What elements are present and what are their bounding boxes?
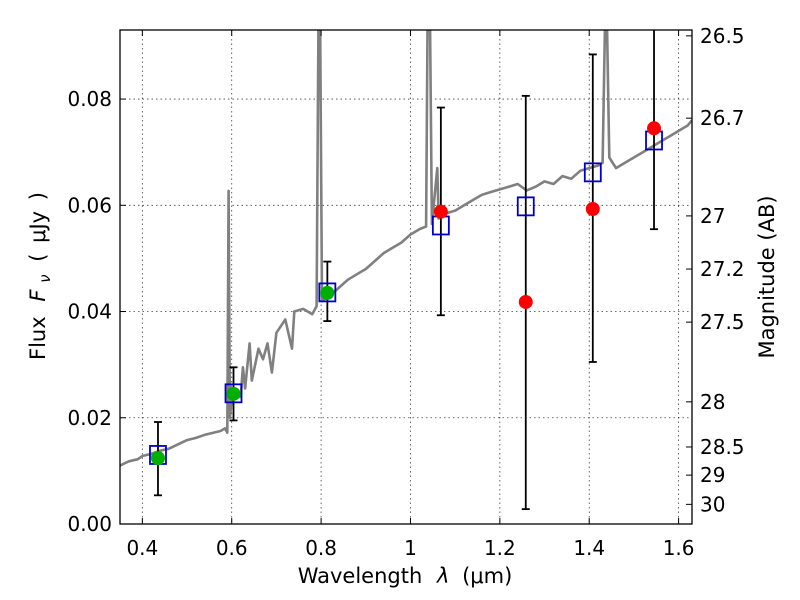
magnitude-tick-label: 29 <box>700 463 725 487</box>
x-tick-label: 0.8 <box>305 536 337 560</box>
secondary-y-axis-label: Magnitude (AB) <box>755 195 779 358</box>
x-tick-label: 0.6 <box>216 536 248 560</box>
model-photometry-square <box>516 196 535 217</box>
observed-flux-point <box>585 202 600 217</box>
points-layer <box>149 121 663 466</box>
y-axis-label-prefix: Flux <box>26 316 50 360</box>
magnitude-tick-label: 27.5 <box>700 310 745 334</box>
y-axis-label-subscript: ν <box>36 274 54 282</box>
magnitude-tick-label: 28.5 <box>700 435 745 459</box>
magnitude-tick-label: 30 <box>700 492 725 516</box>
model-spectrum-line <box>120 30 692 467</box>
observed-flux-point <box>320 285 335 300</box>
model-photometry-square <box>318 282 337 303</box>
y-tick-label: 0.02 <box>67 406 112 430</box>
y-axis-label-symbol: F <box>26 289 50 302</box>
y-axis-label-open-paren: ( <box>26 254 50 262</box>
y-tick-label: 0.04 <box>67 300 112 324</box>
y-axis-label-unit: μJy <box>26 211 50 243</box>
model-photometry-square <box>583 162 602 183</box>
x-tick-label: 1.6 <box>663 536 695 560</box>
observed-flux-point <box>518 294 533 309</box>
model-photometry-square <box>224 383 243 404</box>
x-axis-label-unit: (μm) <box>462 564 512 588</box>
grid-layer <box>120 30 692 525</box>
observed-flux-point <box>433 204 448 219</box>
observed-flux-point <box>647 121 662 136</box>
y-tick-label: 0.08 <box>67 87 112 111</box>
magnitude-tick-label: 26.7 <box>700 106 745 130</box>
x-tick-label: 1 <box>404 536 417 560</box>
magnitude-tick-label: 26.5 <box>700 24 745 48</box>
y-axis-label: Flux F ν ( μJy ) <box>26 192 55 360</box>
magnitude-tick-label: 27 <box>700 204 725 228</box>
x-axis-label-prefix: Wavelength <box>298 564 423 588</box>
magnitude-tick-label: 28 <box>700 390 725 414</box>
y-tick-label: 0.06 <box>67 193 112 217</box>
x-axis-label-symbol: λ <box>436 564 449 588</box>
x-axis-label: Wavelength λ (μm) <box>298 564 513 588</box>
observed-flux-point <box>150 451 165 466</box>
magnitude-tick-label: 27.2 <box>700 257 745 281</box>
x-tick-label: 1.2 <box>484 536 516 560</box>
plot-frame <box>119 29 693 525</box>
y-axis-label-close-paren: ) <box>26 192 50 200</box>
ticks-layer: 0.4 0.6 0.8 1 1.2 1.4 1.6 0.00 0.02 0.04 0.06 0.08 2… <box>67 24 744 560</box>
x-tick-label: 1.4 <box>573 536 605 560</box>
observed-flux-point <box>226 386 241 401</box>
y-tick-label: 0.00 <box>67 512 112 536</box>
x-tick-label: 0.4 <box>126 536 158 560</box>
model-spectrum-layer <box>120 30 692 467</box>
